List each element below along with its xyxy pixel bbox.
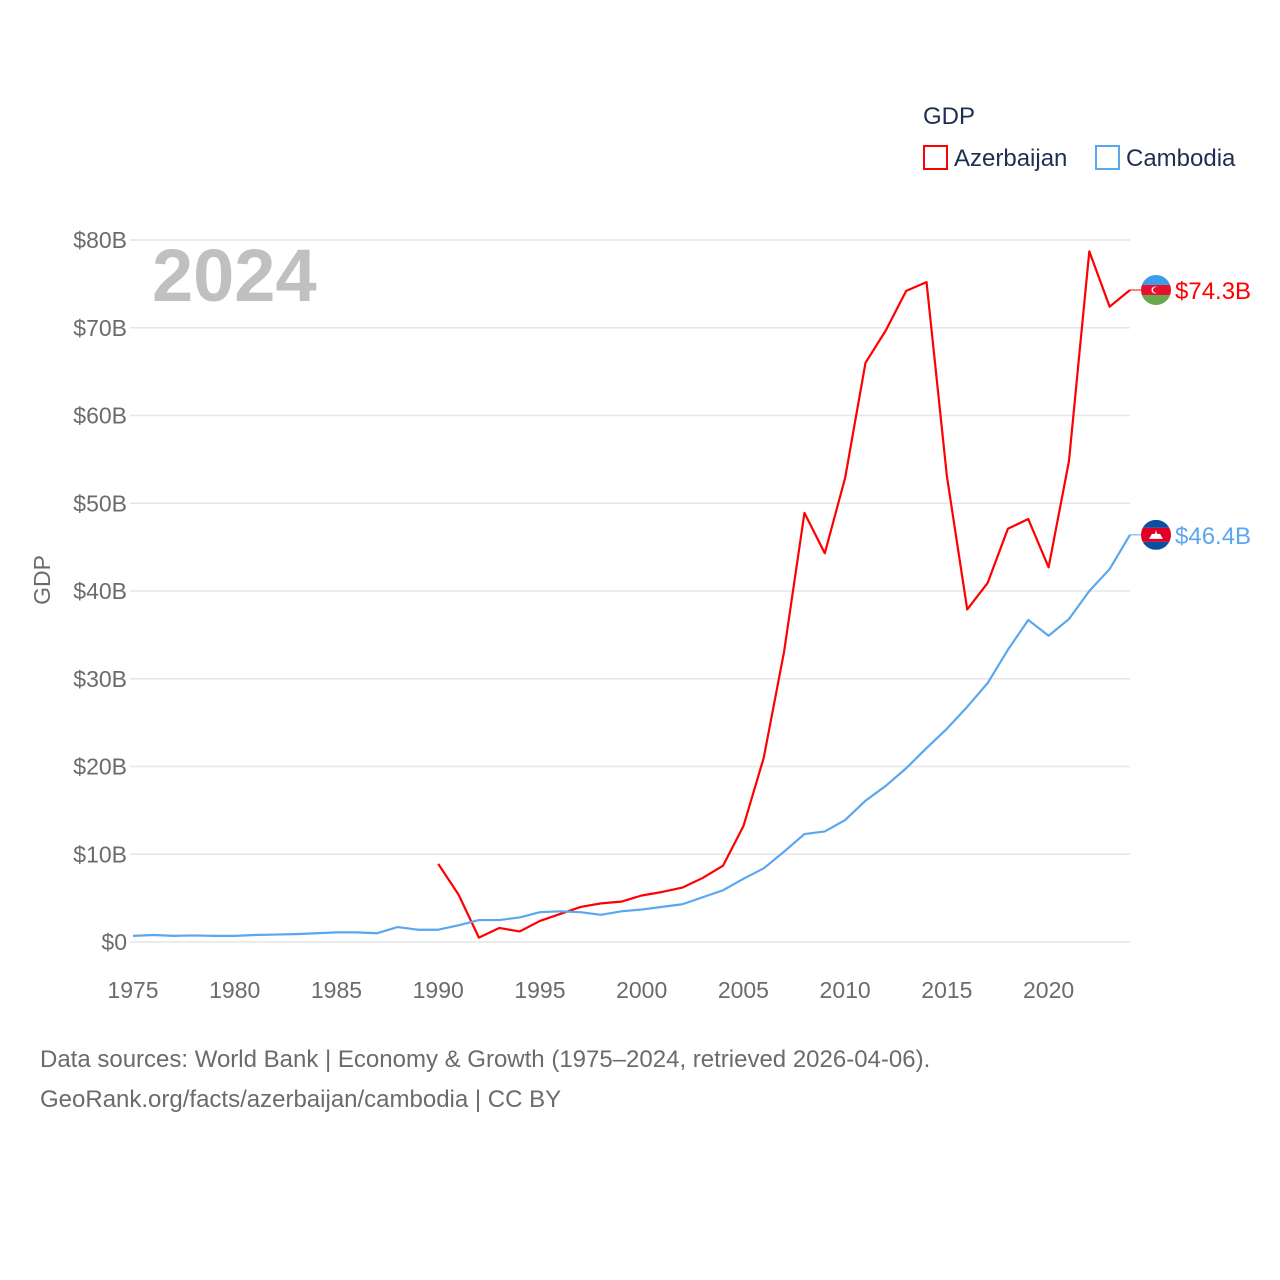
x-tick-label: 1980 <box>209 977 260 1003</box>
legend-swatch-cambodia <box>1095 145 1120 170</box>
y-tick-label: $70B <box>73 315 127 341</box>
x-tick-label: 1985 <box>311 977 362 1003</box>
y-tick-label: $30B <box>73 666 127 692</box>
source-url[interactable]: GeoRank.org/facts/azerbaijan/cambodia | … <box>40 1086 562 1113</box>
series-lines <box>132 250 1131 939</box>
legend-swatch-azerbaijan <box>923 145 948 170</box>
flag-cambodia-icon <box>1141 519 1171 550</box>
y-tick-label: $0 <box>101 929 127 955</box>
series-line-azerbaijan <box>437 250 1131 939</box>
y-tick-label: $10B <box>73 841 127 867</box>
x-axis-ticks: 1975 1980 1985 1990 1995 2000 2005 2010 2015 2020 <box>107 977 1074 1003</box>
legend-title: GDP <box>923 103 975 130</box>
y-tick-label: $20B <box>73 754 127 780</box>
x-tick-label: 1995 <box>514 977 565 1003</box>
y-tick-label: $50B <box>73 490 127 516</box>
legend-item-cambodia[interactable]: Cambodia <box>1095 145 1236 172</box>
end-label-cambodia: $46.4B <box>1175 523 1251 550</box>
legend: GDP Azerbaijan Cambodia <box>923 103 1236 172</box>
legend-label-azerbaijan: Azerbaijan <box>954 145 1067 172</box>
x-tick-label: 2020 <box>1023 977 1074 1003</box>
y-axis-ticks: $0 $10B $20B $30B $40B $50B $60B $70B $80B <box>73 227 127 955</box>
x-tick-label: 2005 <box>718 977 769 1003</box>
y-tick-label: $80B <box>73 227 127 253</box>
y-tick-label: $40B <box>73 578 127 604</box>
x-tick-label: 1975 <box>107 977 158 1003</box>
data-source-note: Data sources: World Bank | Economy & Gro… <box>40 1046 931 1073</box>
legend-label-cambodia: Cambodia <box>1126 145 1236 172</box>
y-axis-label: GDP <box>29 555 55 605</box>
end-labels: $74.3B $46.4B <box>1130 275 1251 550</box>
flag-azerbaijan-icon <box>1141 275 1171 306</box>
end-label-azerbaijan: $74.3B <box>1175 278 1251 305</box>
x-tick-label: 2010 <box>820 977 871 1003</box>
x-tick-label: 2015 <box>921 977 972 1003</box>
year-watermark: 2024 <box>152 234 317 317</box>
legend-item-azerbaijan[interactable]: Azerbaijan <box>923 145 1067 172</box>
x-tick-label: 2000 <box>616 977 667 1003</box>
x-tick-label: 1990 <box>413 977 464 1003</box>
series-line-cambodia <box>132 534 1131 937</box>
y-tick-label: $60B <box>73 403 127 429</box>
gridlines <box>130 239 1130 943</box>
